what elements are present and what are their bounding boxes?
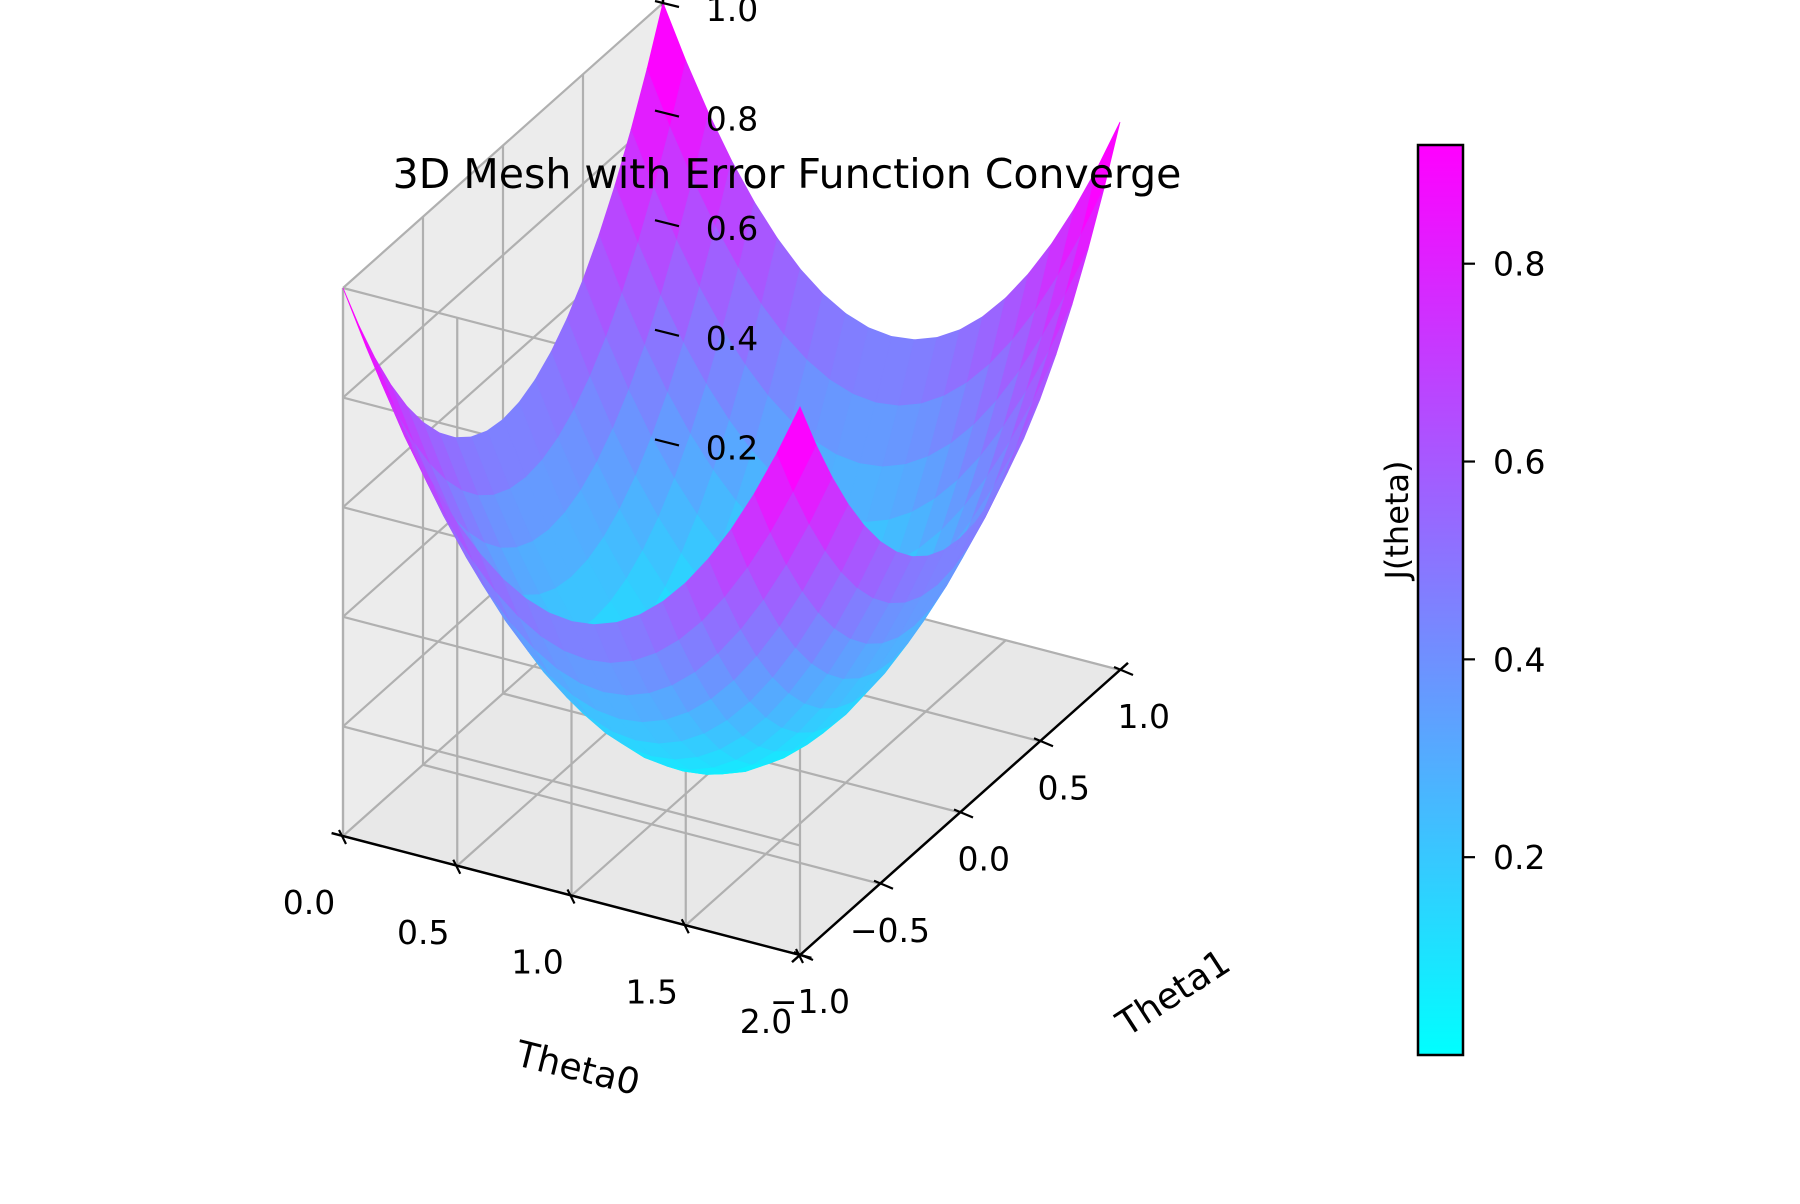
theta0-tick: [338, 829, 347, 845]
j-tick: [654, 219, 680, 228]
surface-mesh: [342, 1, 1121, 775]
theta0-tick-label: 0.5: [397, 913, 449, 952]
theta0-tick: [795, 948, 804, 964]
theta1-tick-label: 1.0: [1118, 697, 1170, 736]
theta1-tick-label: 0.5: [1038, 768, 1090, 807]
colorbar-tick-label: 0.4: [1493, 640, 1545, 679]
colorbar-gradient: [1416, 143, 1465, 1057]
colorbar: 0.2 0.4 0.6 0.8 J(theta): [1378, 143, 1545, 1057]
j-tick-label: 0.4: [706, 319, 758, 358]
tick-labels: 0.0 0.5 1.0 1.5 2.0−1.0−0.5 0.0 0.5 1.0 0.2 0.4 0.…: [283, 0, 1170, 1041]
gridline-z-back: [342, 2, 664, 289]
colorbar-tick-label: 0.8: [1493, 245, 1545, 284]
theta1-tick-label: 0.0: [958, 840, 1010, 879]
colorbar-label: J(theta): [1378, 460, 1416, 581]
j-tick-label: 0.2: [706, 428, 758, 467]
theta0-tick-label: 1.0: [511, 943, 563, 982]
theta1-tick: [1113, 665, 1134, 677]
colorbar-tick-label: 0.2: [1493, 838, 1545, 877]
theta0-tick: [566, 889, 576, 904]
x-axis-label: Theta0: [511, 1033, 644, 1104]
j-tick-label: 1.0: [706, 0, 758, 29]
tick-marks: [338, 0, 1134, 964]
theta1-tick: [953, 808, 974, 819]
theta1-tick: [873, 879, 894, 890]
j-tick: [654, 0, 680, 9]
theta1-tick-label: −0.5: [850, 911, 930, 950]
theta0-tick-label: 0.0: [283, 883, 335, 922]
gridline-z-back: [342, 111, 664, 399]
colorbar-tick-label: 0.6: [1493, 443, 1545, 482]
j-tick: [654, 438, 680, 447]
j-tick: [654, 109, 680, 118]
y-axis-label: Theta1: [1109, 942, 1238, 1046]
theta1-tick: [1033, 737, 1054, 748]
j-tick: [654, 328, 680, 337]
j-tick-label: 0.8: [706, 100, 758, 139]
chart-title: 3D Mesh with Error Function Converge: [393, 150, 1182, 198]
gridline-z-left: [342, 725, 801, 847]
j-tick-label: 0.6: [706, 209, 758, 248]
theta0-tick: [452, 859, 462, 875]
theta1-tick: [793, 950, 814, 962]
theta0-tick: [680, 918, 690, 934]
gridline-theta1-floor: [422, 763, 881, 885]
theta1-tick-label: −1.0: [770, 982, 850, 1021]
surface-patch: [776, 406, 817, 492]
theta0-tick-label: 1.5: [626, 972, 678, 1011]
colorbar-ticks: 0.2 0.4 0.6 0.8: [1463, 245, 1545, 877]
theta0-tick-label: 2.0: [740, 1002, 792, 1041]
